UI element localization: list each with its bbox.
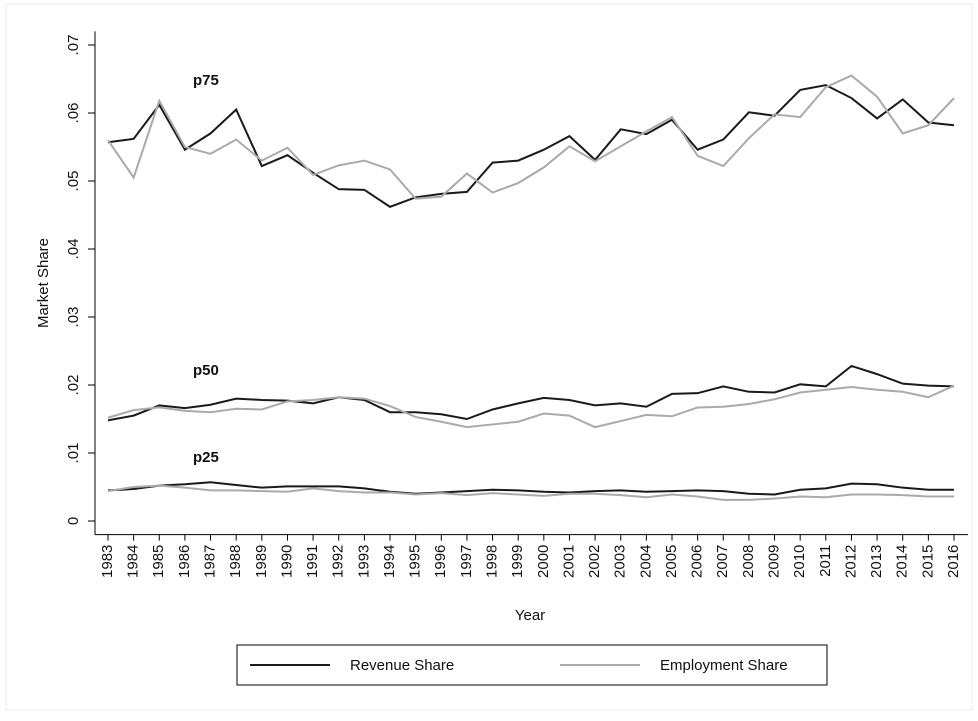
x-tick-label: 1987 <box>202 545 219 578</box>
x-tick-label: 2013 <box>868 545 885 578</box>
x-tick-label: 2011 <box>817 545 834 577</box>
percentile-label: p50 <box>193 362 219 379</box>
x-tick-label: 2015 <box>919 545 936 578</box>
x-tick-label: 1993 <box>355 545 372 578</box>
y-tick-label: .04 <box>65 239 82 260</box>
x-tick-label: 1997 <box>458 545 475 578</box>
x-tick-label: 2003 <box>612 545 629 578</box>
x-tick-label: 1986 <box>176 545 193 578</box>
x-tick-label: 2005 <box>663 545 680 578</box>
frame <box>5 3 973 711</box>
line <box>107 484 954 501</box>
x-axis-title: Year <box>515 607 545 624</box>
x-tick-label: 1991 <box>304 545 321 578</box>
percentile-label: p75 <box>193 72 219 89</box>
y-tick-label: .02 <box>65 375 82 396</box>
x-tick-label: 1992 <box>330 545 347 578</box>
x-tick-label: 2007 <box>714 545 731 578</box>
x-tick-label: 1985 <box>150 545 167 578</box>
x-tick-label: 1998 <box>484 545 501 578</box>
legend <box>236 644 828 686</box>
x-tick-label: 1999 <box>509 545 526 578</box>
x-tick-label: 1994 <box>381 545 398 578</box>
x-tick-label: 1990 <box>278 545 295 578</box>
y-tick-label: .06 <box>65 103 82 124</box>
line <box>107 364 955 422</box>
x-tick-label: 1983 <box>99 545 116 578</box>
x-tick-label: 2002 <box>586 545 603 578</box>
x-tick-label: 2008 <box>740 545 757 578</box>
x-tick-label: 2014 <box>894 545 911 578</box>
x-tick-label: 2000 <box>535 545 552 578</box>
y-tick-label: .07 <box>65 35 82 56</box>
y-axis-title: Market Share <box>35 238 52 328</box>
x-tick-label: 2004 <box>637 545 654 578</box>
x-tick-label: 2009 <box>766 545 783 578</box>
x-tick-label: 1989 <box>253 545 270 578</box>
line <box>107 481 954 496</box>
y-tick-label: 0 <box>65 517 82 525</box>
percentile-label: p25 <box>193 449 219 466</box>
y-tick-label: .05 <box>65 171 82 192</box>
x-tick-label: 2012 <box>842 545 859 578</box>
line <box>107 384 955 429</box>
y-tick-label: .01 <box>65 443 82 464</box>
x-tick-label: 2006 <box>689 545 706 578</box>
x-tick-label: 2016 <box>945 545 962 578</box>
x-tick-label: 1984 <box>125 545 142 578</box>
y-tick-label: .03 <box>65 307 82 328</box>
x-tick-label: 2001 <box>560 545 577 578</box>
x-tick-label: 1988 <box>227 545 244 578</box>
x-tick-label: 2010 <box>791 545 808 578</box>
legend-label: Employment Share <box>660 657 788 674</box>
x-tick-label: 1995 <box>407 545 424 578</box>
line <box>107 84 955 208</box>
legend-label: Revenue Share <box>350 657 454 674</box>
x-tick-label: 1996 <box>432 545 449 578</box>
line <box>107 74 955 200</box>
